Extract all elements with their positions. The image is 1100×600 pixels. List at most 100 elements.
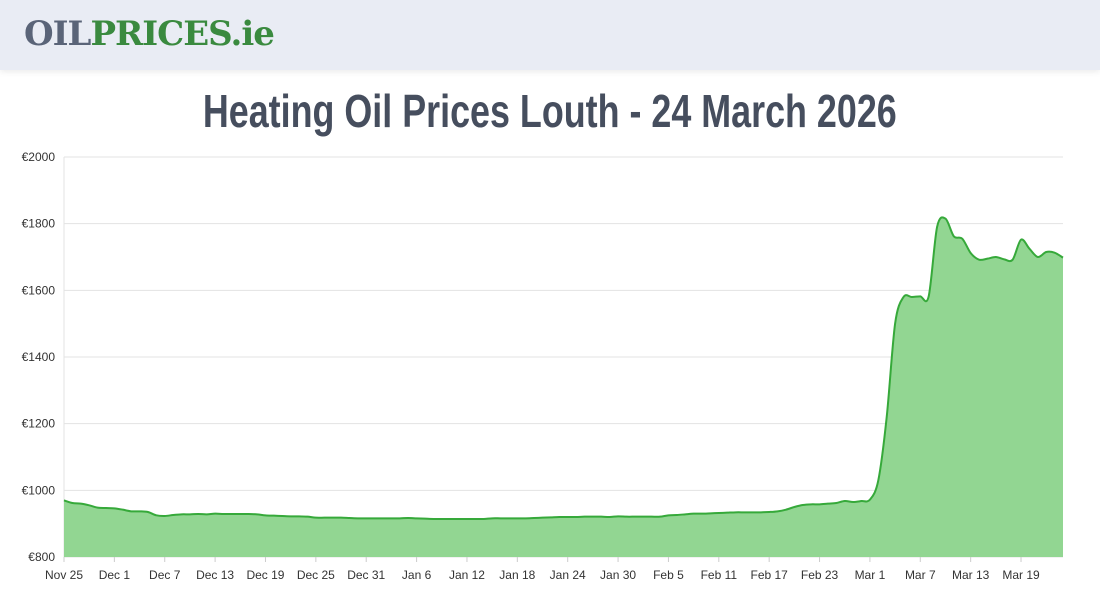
data-point-jan-31[interactable] <box>622 513 630 521</box>
data-point-dec-2[interactable] <box>119 506 127 514</box>
data-point-feb-9[interactable] <box>698 510 706 518</box>
data-point-dec-28[interactable] <box>337 514 345 522</box>
data-point-jan-28[interactable] <box>597 513 605 521</box>
data-point-feb-21[interactable] <box>799 501 807 509</box>
data-point-feb-11[interactable] <box>715 509 723 517</box>
data-point-mar-15[interactable] <box>983 255 991 263</box>
data-point-mar-14[interactable] <box>975 256 983 264</box>
data-point-feb-24[interactable] <box>824 500 832 508</box>
data-point-nov-28[interactable] <box>85 501 93 509</box>
data-point-dec-16[interactable] <box>236 510 244 518</box>
data-point-feb-15[interactable] <box>748 508 756 516</box>
data-point-feb-5[interactable] <box>664 511 672 519</box>
data-point-mar-13[interactable] <box>967 249 975 257</box>
data-point-dec-27[interactable] <box>329 514 337 522</box>
data-point-jan-19[interactable] <box>522 514 530 522</box>
data-point-dec-29[interactable] <box>345 514 353 522</box>
data-point-feb-1[interactable] <box>631 513 639 521</box>
data-point-dec-8[interactable] <box>169 511 177 519</box>
data-point-dec-24[interactable] <box>303 513 311 521</box>
data-point-jan-8[interactable] <box>429 515 437 523</box>
data-point-mar-6[interactable] <box>908 293 916 301</box>
data-point-feb-20[interactable] <box>790 503 798 511</box>
data-point-feb-14[interactable] <box>740 508 748 516</box>
data-point-jan-1[interactable] <box>371 514 379 522</box>
data-point-dec-14[interactable] <box>220 510 228 518</box>
data-point-feb-22[interactable] <box>807 500 815 508</box>
data-point-dec-5[interactable] <box>144 508 152 516</box>
data-point-feb-10[interactable] <box>706 509 714 517</box>
data-point-mar-20[interactable] <box>1025 245 1033 253</box>
data-point-nov-26[interactable] <box>68 499 76 507</box>
data-point-dec-10[interactable] <box>186 510 194 518</box>
data-point-nov-29[interactable] <box>94 504 102 512</box>
data-point-feb-18[interactable] <box>774 507 782 515</box>
data-point-mar-19[interactable] <box>1017 236 1025 244</box>
data-point-dec-26[interactable] <box>320 514 328 522</box>
data-point-dec-7[interactable] <box>161 512 169 520</box>
data-point-dec-1[interactable] <box>110 504 118 512</box>
data-point-mar-1[interactable] <box>866 496 874 504</box>
data-point-jan-29[interactable] <box>606 513 614 521</box>
data-point-feb-13[interactable] <box>732 508 740 516</box>
data-point-feb-7[interactable] <box>681 510 689 518</box>
data-point-dec-31[interactable] <box>362 514 370 522</box>
data-point-jan-25[interactable] <box>572 513 580 521</box>
data-point-mar-11[interactable] <box>950 232 958 240</box>
data-point-jan-20[interactable] <box>530 514 538 522</box>
data-point-jan-27[interactable] <box>589 513 597 521</box>
data-point-dec-15[interactable] <box>228 510 236 518</box>
data-point-feb-3[interactable] <box>648 513 656 521</box>
data-point-dec-25[interactable] <box>312 514 320 522</box>
data-point-feb-6[interactable] <box>673 511 681 519</box>
data-point-feb-12[interactable] <box>723 509 731 517</box>
data-point-jan-16[interactable] <box>497 514 505 522</box>
data-point-jan-14[interactable] <box>480 515 488 523</box>
data-point-dec-11[interactable] <box>194 510 202 518</box>
data-point-jan-13[interactable] <box>471 515 479 523</box>
data-point-feb-16[interactable] <box>757 508 765 516</box>
data-point-jan-15[interactable] <box>488 514 496 522</box>
data-point-jan-18[interactable] <box>513 514 521 522</box>
site-logo[interactable]: OILPRICES.ie <box>24 14 275 54</box>
data-point-mar-2[interactable] <box>874 476 882 484</box>
data-point-jan-2[interactable] <box>379 514 387 522</box>
data-point-mar-17[interactable] <box>1000 255 1008 263</box>
data-point-feb-25[interactable] <box>832 499 840 507</box>
data-point-mar-4[interactable] <box>891 320 899 328</box>
data-point-jan-7[interactable] <box>421 515 429 523</box>
data-point-mar-12[interactable] <box>958 235 966 243</box>
data-point-mar-3[interactable] <box>883 413 891 421</box>
data-point-feb-23[interactable] <box>816 500 824 508</box>
data-point-mar-10[interactable] <box>941 215 949 223</box>
data-point-feb-26[interactable] <box>841 497 849 505</box>
data-point-dec-6[interactable] <box>152 511 160 519</box>
data-point-jan-4[interactable] <box>396 514 404 522</box>
data-point-dec-21[interactable] <box>278 512 286 520</box>
data-point-mar-9[interactable] <box>933 223 941 231</box>
data-point-jan-9[interactable] <box>438 515 446 523</box>
data-point-feb-8[interactable] <box>690 510 698 518</box>
data-point-mar-8[interactable] <box>925 292 933 300</box>
data-point-feb-19[interactable] <box>782 506 790 514</box>
data-point-dec-4[interactable] <box>136 507 144 515</box>
data-point-jan-12[interactable] <box>463 515 471 523</box>
data-point-jan-11[interactable] <box>455 515 463 523</box>
data-point-dec-3[interactable] <box>127 507 135 515</box>
data-point-dec-20[interactable] <box>270 512 278 520</box>
data-point-dec-23[interactable] <box>295 512 303 520</box>
data-point-nov-30[interactable] <box>102 504 110 512</box>
data-point-jan-5[interactable] <box>404 514 412 522</box>
data-point-mar-24[interactable] <box>1059 254 1067 262</box>
data-point-dec-12[interactable] <box>203 510 211 518</box>
data-point-mar-7[interactable] <box>916 292 924 300</box>
data-point-feb-17[interactable] <box>765 508 773 516</box>
data-point-mar-22[interactable] <box>1042 248 1050 256</box>
data-point-jan-23[interactable] <box>555 513 563 521</box>
data-point-dec-9[interactable] <box>178 510 186 518</box>
data-point-mar-5[interactable] <box>899 293 907 301</box>
data-point-feb-28[interactable] <box>858 497 866 505</box>
data-point-nov-25[interactable] <box>60 496 68 504</box>
data-point-mar-18[interactable] <box>1009 256 1017 264</box>
data-point-dec-13[interactable] <box>211 510 219 518</box>
